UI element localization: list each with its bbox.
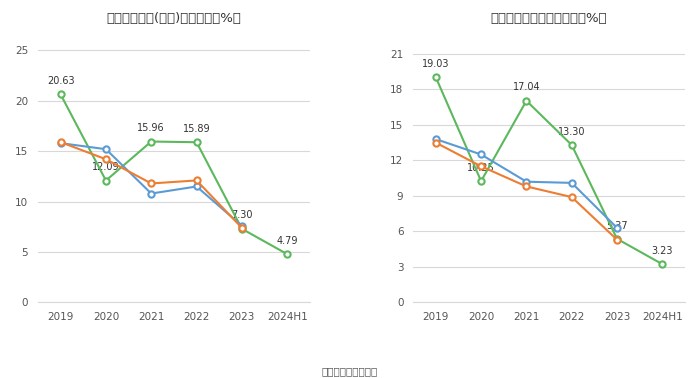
- Text: 13.30: 13.30: [558, 127, 585, 137]
- Text: 15.89: 15.89: [183, 124, 211, 134]
- Text: 19.03: 19.03: [422, 59, 449, 69]
- Title: 净资产收益率(加权)历年情况（%）: 净资产收益率(加权)历年情况（%）: [106, 12, 242, 25]
- Text: 7.30: 7.30: [231, 211, 253, 220]
- Text: 数据来源：恒生聚源: 数据来源：恒生聚源: [322, 366, 378, 376]
- Text: 20.63: 20.63: [47, 76, 74, 86]
- Text: 4.79: 4.79: [276, 236, 298, 246]
- Text: 5.37: 5.37: [606, 220, 628, 231]
- Text: 12.09: 12.09: [92, 162, 120, 172]
- Text: 17.04: 17.04: [512, 82, 540, 93]
- Title: 投入资本回报率历年情况（%）: 投入资本回报率历年情况（%）: [491, 12, 608, 25]
- Text: 3.23: 3.23: [652, 246, 673, 256]
- Text: 15.96: 15.96: [137, 123, 165, 133]
- Text: 10.25: 10.25: [467, 163, 495, 173]
